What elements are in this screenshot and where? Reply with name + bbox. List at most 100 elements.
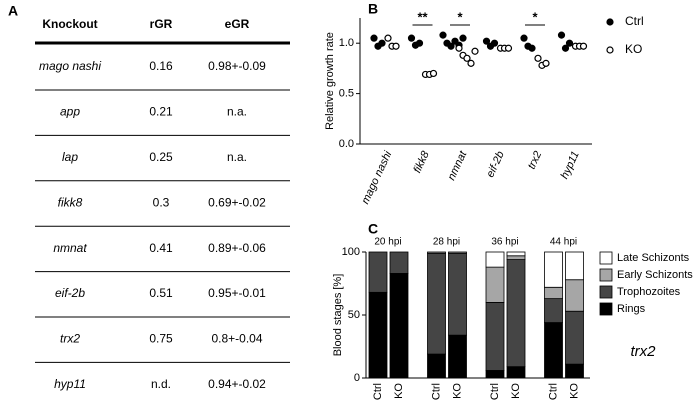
table-cell: 0.95+-0.01 — [208, 286, 266, 300]
x-tick-label: KO — [393, 383, 405, 399]
x-tick-label: Ctrl — [430, 383, 442, 400]
table-cell: 0.69+-0.02 — [208, 195, 266, 209]
significance: ** — [417, 9, 428, 24]
group-label: 28 hpi — [433, 237, 460, 248]
data-point — [520, 34, 528, 42]
table-cell: fikk8 — [58, 195, 83, 209]
panel-label: A — [8, 3, 18, 19]
data-point — [463, 54, 471, 62]
y-tick-label: 100 — [342, 246, 360, 258]
legend-label: Trophozoites — [617, 286, 681, 298]
x-tick-label: trx2 — [526, 149, 545, 171]
table-cell: 0.3 — [153, 195, 170, 209]
data-point — [439, 31, 447, 39]
legend-swatch — [599, 268, 613, 282]
group-label: 20 hpi — [374, 237, 401, 248]
bar-segment — [368, 251, 388, 293]
bar-segment — [544, 251, 563, 288]
data-point — [459, 34, 467, 42]
bar-segment — [485, 301, 505, 371]
bar-segment — [448, 334, 467, 379]
table-header: Knockout — [42, 17, 97, 31]
x-tick-label: KO — [568, 383, 580, 399]
table-cell: 0.98+-0.09 — [208, 59, 266, 73]
x-tick-label: KO — [451, 383, 463, 399]
data-point — [370, 34, 378, 42]
bar-segment — [506, 259, 526, 368]
significance: * — [457, 9, 463, 24]
y-axis-label: Relative growth rate — [324, 32, 336, 130]
table-header: eGR — [225, 17, 250, 31]
bar-segment — [427, 251, 446, 254]
x-tick-label: Ctrl — [372, 383, 384, 400]
legend-label: Ctrl — [625, 14, 644, 28]
legend-marker — [606, 18, 614, 26]
data-point — [415, 39, 424, 47]
data-point — [542, 59, 550, 67]
annotation: trx2 — [630, 343, 656, 360]
data-point — [528, 44, 536, 52]
x-tick-label: nmnat — [446, 149, 470, 183]
bar-segment — [389, 251, 409, 274]
table-cell: lap — [62, 150, 78, 164]
bar-segment — [389, 273, 409, 379]
table-cell: 0.75 — [149, 332, 173, 346]
table-cell: 0.94+-0.02 — [208, 377, 266, 391]
bar-segment — [506, 366, 526, 379]
legend-label: Rings — [617, 303, 646, 315]
data-point — [565, 39, 574, 47]
bar-segment — [506, 255, 526, 260]
legend-swatch — [599, 285, 613, 299]
y-tick-label: 0 — [354, 372, 360, 384]
y-tick-label: 50 — [348, 309, 360, 321]
bar-segment — [427, 353, 446, 379]
bar-segment — [485, 251, 505, 268]
table-cell: hyp11 — [54, 377, 86, 391]
panel-label: C — [368, 221, 378, 237]
bar-segment — [485, 266, 505, 303]
data-point — [447, 42, 455, 50]
x-tick-label: hyp11 — [559, 149, 582, 180]
table-cell: 0.41 — [149, 241, 173, 255]
x-tick-label: Ctrl — [489, 383, 501, 400]
data-point — [490, 39, 499, 47]
bar-segment — [448, 251, 467, 254]
table-cell: n.a. — [227, 150, 247, 164]
bar-segment — [506, 251, 526, 257]
table-cell: nmnat — [53, 241, 87, 255]
data-point — [392, 42, 400, 50]
table-cell: 0.16 — [149, 59, 173, 73]
data-point — [471, 47, 479, 55]
data-point — [534, 54, 542, 62]
bar-segment — [544, 298, 563, 323]
x-tick-label: Ctrl — [547, 383, 559, 400]
table-cell: trx2 — [60, 332, 80, 346]
x-tick-label: eif-2b — [484, 149, 507, 179]
bar-segment — [565, 363, 584, 379]
y-axis-label: Blood stages [%] — [332, 274, 344, 357]
table-cell: eif-2b — [55, 286, 85, 300]
legend-swatch — [599, 251, 613, 265]
table-cell: app — [60, 105, 80, 119]
data-point — [504, 44, 513, 52]
table-cell: 0.25 — [149, 150, 173, 164]
table-cell: 0.8+-0.04 — [211, 332, 262, 346]
table-cell: 0.21 — [149, 105, 173, 119]
group-label: 44 hpi — [550, 237, 577, 248]
bar-segment — [448, 252, 467, 336]
legend-label: Late Schizonts — [617, 252, 690, 264]
panel-label: B — [368, 1, 378, 17]
bar-segment — [544, 286, 563, 300]
data-point — [384, 34, 392, 42]
bar-segment — [544, 322, 563, 379]
data-point — [378, 39, 386, 47]
data-point — [429, 69, 438, 78]
data-point — [561, 44, 570, 52]
bar-segment — [565, 310, 584, 365]
bar-segment — [565, 251, 584, 281]
legend-swatch — [599, 302, 613, 316]
legend-label: Early Schizonts — [617, 269, 693, 281]
significance: * — [532, 9, 538, 24]
data-point — [579, 42, 588, 50]
